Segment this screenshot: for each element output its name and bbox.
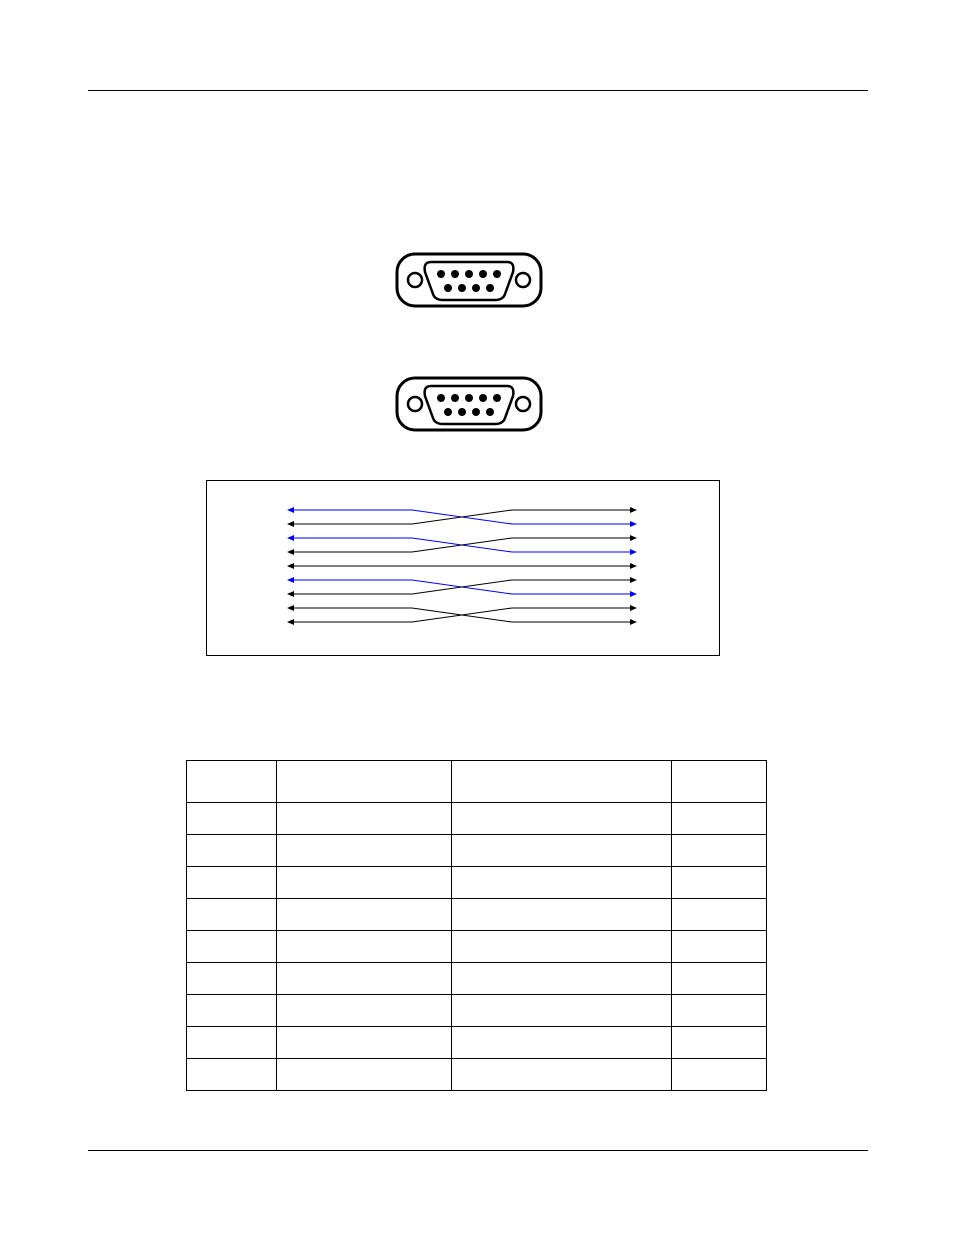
- table-cell: [452, 867, 672, 899]
- table-cell: [672, 835, 767, 867]
- table-row: [187, 899, 767, 931]
- table-cell: [672, 963, 767, 995]
- table-cell: [187, 835, 277, 867]
- db9-connector-bottom: [395, 372, 543, 436]
- db9-connector-svg: [395, 372, 543, 436]
- table-cell: [277, 803, 452, 835]
- table-cell: [452, 1059, 672, 1091]
- table-cell: [277, 835, 452, 867]
- table-cell: [452, 835, 672, 867]
- table-cell: [277, 995, 452, 1027]
- table-cell: [452, 963, 672, 995]
- table-row: [187, 995, 767, 1027]
- table-cell: [187, 803, 277, 835]
- db9-connector-top: [395, 248, 543, 312]
- table-cell: [672, 899, 767, 931]
- table-header-row: [187, 761, 767, 803]
- table-cell: [277, 1027, 452, 1059]
- table-row: [187, 803, 767, 835]
- table-row: [187, 931, 767, 963]
- db9-connector-svg: [395, 248, 543, 312]
- page-header-rule: [88, 90, 868, 91]
- wiring-diagram-box: [206, 480, 720, 656]
- table-cell: [452, 899, 672, 931]
- table-cell: [277, 931, 452, 963]
- table-cell: [672, 867, 767, 899]
- table-header-cell: [277, 761, 452, 803]
- table-cell: [277, 963, 452, 995]
- table-cell: [452, 931, 672, 963]
- table-row: [187, 1027, 767, 1059]
- table-header-cell: [187, 761, 277, 803]
- page-footer-rule: [88, 1150, 868, 1151]
- table-cell: [452, 803, 672, 835]
- table-row: [187, 835, 767, 867]
- table-cell: [672, 931, 767, 963]
- table-header-cell: [672, 761, 767, 803]
- table-cell: [277, 867, 452, 899]
- table-row: [187, 867, 767, 899]
- table-cell: [187, 1059, 277, 1091]
- table-cell: [277, 1059, 452, 1091]
- table-header-cell: [452, 761, 672, 803]
- pinout-table: [186, 760, 766, 1091]
- table-row: [187, 963, 767, 995]
- table-cell: [277, 899, 452, 931]
- table-cell: [187, 899, 277, 931]
- table-cell: [452, 995, 672, 1027]
- table-cell: [672, 1027, 767, 1059]
- table-cell: [187, 867, 277, 899]
- table-cell: [672, 1059, 767, 1091]
- table-cell: [672, 803, 767, 835]
- table-cell: [187, 963, 277, 995]
- table-cell: [672, 995, 767, 1027]
- table-cell: [452, 1027, 672, 1059]
- table-cell: [187, 931, 277, 963]
- table-cell: [187, 1027, 277, 1059]
- table-row: [187, 1059, 767, 1091]
- table-cell: [187, 995, 277, 1027]
- pinout-table-el: [186, 760, 767, 1091]
